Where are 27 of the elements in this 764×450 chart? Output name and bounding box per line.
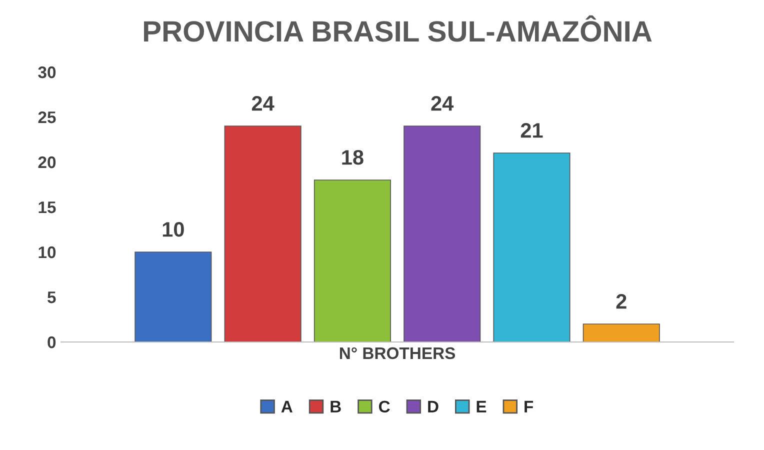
- legend-label: A: [281, 400, 292, 412]
- chart-title: PROVINCIA BRASIL SUL-AMAZÔNIA: [144, 15, 652, 42]
- data-label: 18: [342, 150, 364, 165]
- legend-label: F: [524, 400, 534, 412]
- y-tick-label: 10: [38, 246, 56, 258]
- legend-label: E: [476, 400, 486, 412]
- bar: [404, 126, 481, 342]
- data-label: 2: [616, 294, 626, 309]
- data-label: 21: [520, 123, 543, 138]
- legend-label: B: [330, 400, 341, 412]
- y-tick-label: 5: [48, 292, 56, 304]
- y-tick-label: 30: [38, 66, 56, 78]
- y-tick-label: 0: [48, 336, 56, 348]
- bar: [224, 126, 302, 342]
- data-label: 24: [252, 96, 274, 111]
- bar: [582, 324, 660, 342]
- legend-label: C: [378, 400, 390, 413]
- y-tick-label: 15: [38, 202, 56, 214]
- legend-label: D: [428, 400, 438, 412]
- y-tick-label: 25: [38, 111, 56, 124]
- bar: [134, 252, 212, 342]
- data-label: 24: [431, 96, 454, 111]
- bar: [493, 152, 570, 342]
- data-label: 10: [162, 222, 184, 237]
- bar: [314, 180, 391, 342]
- y-tick-label: 20: [38, 156, 56, 168]
- x-tick-label: N° BROTHERS: [340, 347, 456, 360]
